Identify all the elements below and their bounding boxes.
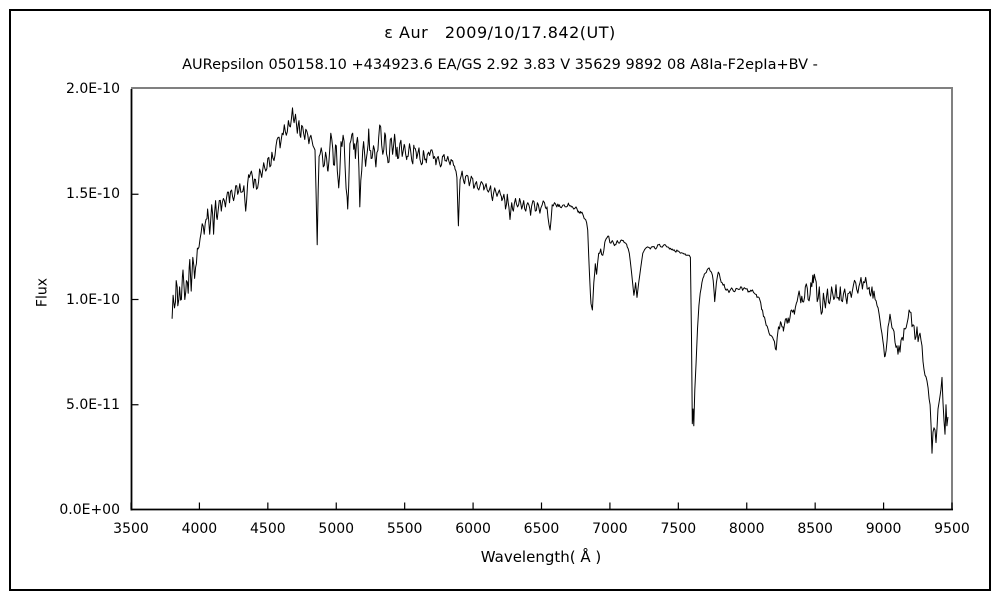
x-tick-label: 6000 — [455, 521, 491, 537]
y-tick-label: 2.0E-10 — [66, 81, 120, 97]
outer-border — [9, 9, 991, 591]
chart-title: ε Aur 2009/10/17.842(UT) — [384, 23, 616, 42]
x-tick-label: 9000 — [865, 521, 902, 537]
x-tick-label: 5500 — [386, 521, 423, 537]
x-tick-label: 7000 — [592, 521, 628, 537]
x-tick-label: 4500 — [250, 521, 286, 537]
axis-ticks — [130, 193, 953, 509]
spectrum-line — [171, 107, 949, 454]
y-axis-title: Flux — [34, 277, 51, 308]
x-tick-label: 8500 — [797, 521, 833, 537]
x-tick-label: 3500 — [113, 521, 149, 537]
x-tick-label: 5000 — [318, 521, 355, 537]
y-tick-label: 5.0E-11 — [66, 396, 120, 413]
x-tick-label: 9500 — [934, 521, 970, 537]
y-tick-label: 1.5E-10 — [66, 186, 120, 203]
x-tick-label: 4000 — [181, 521, 218, 537]
x-tick-label: 7500 — [660, 521, 697, 537]
y-tick-label: 1.0E-10 — [66, 291, 120, 308]
chart-subtitle: AURepsilon 050158.10 +434923.6 EA/GS 2.9… — [182, 57, 818, 73]
y-tick-label: 0.0E+00 — [59, 502, 120, 518]
x-tick-label: 8000 — [728, 521, 765, 537]
x-axis-title: Wavelength( Å ) — [480, 548, 602, 566]
x-tick-label: 6500 — [523, 521, 560, 537]
